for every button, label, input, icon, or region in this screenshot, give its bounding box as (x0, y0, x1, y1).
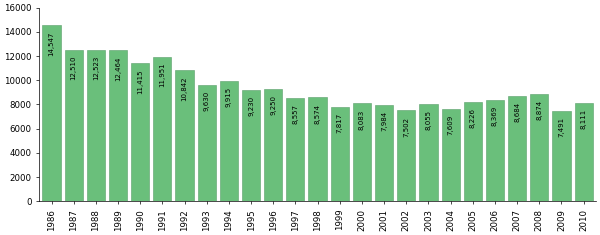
Bar (109, 51, 127, 201)
Bar (353, 103, 371, 201)
Text: 9,915: 9,915 (226, 87, 232, 107)
Text: 9,630: 9,630 (204, 91, 210, 111)
Bar (43, 25, 61, 201)
Text: 8,557: 8,557 (292, 104, 298, 124)
Bar (264, 89, 283, 201)
Text: 8,874: 8,874 (536, 100, 542, 120)
Text: 7,491: 7,491 (559, 117, 565, 137)
Text: 11,415: 11,415 (137, 69, 143, 94)
Bar (530, 94, 548, 201)
Text: 12,523: 12,523 (93, 56, 99, 80)
Bar (553, 111, 571, 201)
Text: 8,574: 8,574 (314, 104, 320, 124)
Bar (197, 85, 216, 201)
Text: 10,842: 10,842 (182, 76, 188, 101)
Bar (397, 110, 415, 201)
Text: 9,250: 9,250 (270, 95, 276, 115)
Text: 12,510: 12,510 (71, 56, 77, 80)
Bar (65, 50, 83, 201)
Bar (87, 50, 105, 201)
Bar (486, 100, 504, 201)
Bar (442, 109, 460, 201)
Text: 7,502: 7,502 (403, 117, 409, 137)
Text: 7,984: 7,984 (381, 111, 387, 131)
Bar (175, 70, 194, 201)
Bar (575, 103, 593, 201)
Text: 9,230: 9,230 (248, 96, 254, 116)
Text: 11,951: 11,951 (160, 63, 166, 87)
Text: 8,226: 8,226 (470, 108, 476, 128)
Text: 14,547: 14,547 (49, 31, 55, 56)
Bar (131, 63, 149, 201)
Text: 8,369: 8,369 (492, 106, 498, 126)
Bar (286, 98, 304, 201)
Text: 8,083: 8,083 (359, 110, 365, 130)
Bar (375, 105, 393, 201)
Bar (242, 90, 260, 201)
Bar (308, 98, 326, 201)
Bar (331, 107, 349, 201)
Bar (464, 102, 482, 201)
Text: 8,055: 8,055 (425, 110, 431, 130)
Bar (419, 104, 437, 201)
Bar (508, 96, 526, 201)
Text: 7,817: 7,817 (337, 113, 343, 133)
Bar (153, 57, 172, 201)
Text: 8,684: 8,684 (514, 102, 520, 122)
Text: 8,111: 8,111 (581, 109, 587, 129)
Bar (220, 81, 238, 201)
Text: 7,609: 7,609 (448, 115, 454, 135)
Text: 12,464: 12,464 (115, 56, 121, 81)
